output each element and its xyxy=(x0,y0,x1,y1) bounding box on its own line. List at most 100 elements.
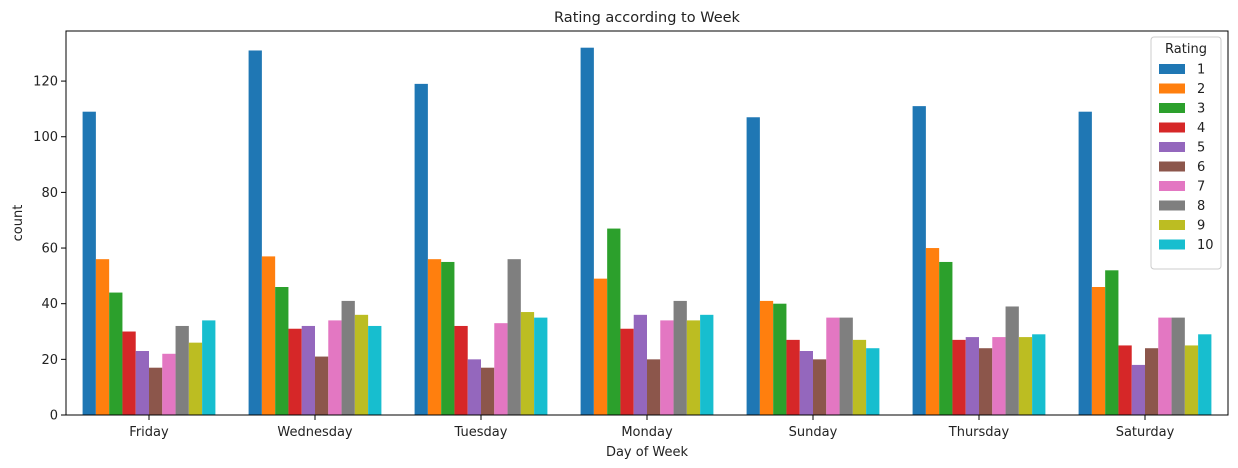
bar xyxy=(341,300,355,415)
legend-items: 1 2 3 4 5 6 7 8 9 10 xyxy=(1159,63,1214,253)
legend-swatch xyxy=(1159,64,1185,74)
bar xyxy=(454,325,468,415)
legend-swatch xyxy=(1159,142,1185,152)
bar xyxy=(248,50,262,415)
bar xyxy=(534,317,548,415)
bar xyxy=(633,314,647,415)
bar xyxy=(441,261,455,415)
bar xyxy=(607,228,621,415)
y-axis-label: count xyxy=(11,205,26,242)
bar xyxy=(593,278,608,415)
bar xyxy=(427,259,442,415)
bar xyxy=(95,259,110,415)
legend-swatch xyxy=(1159,122,1185,133)
bar xyxy=(939,261,953,415)
bar xyxy=(799,351,813,415)
y-axis: 0 20 40 60 80 100 120 xyxy=(33,75,66,424)
bar xyxy=(952,339,966,415)
bar xyxy=(1032,334,1046,415)
bar xyxy=(660,320,674,415)
bar xyxy=(315,356,329,415)
legend-swatch xyxy=(1159,161,1185,172)
bars xyxy=(82,47,1212,416)
bar xyxy=(481,367,495,415)
legend-label: 4 xyxy=(1197,121,1205,136)
bar xyxy=(467,359,481,415)
bar xyxy=(813,359,827,415)
bar xyxy=(354,314,369,415)
bar xyxy=(647,359,661,415)
bar xyxy=(162,353,176,415)
bar xyxy=(122,331,136,415)
x-axis-label: Day of Week xyxy=(606,445,689,460)
bar xyxy=(368,325,382,415)
legend-label: 1 xyxy=(1197,63,1205,78)
bar xyxy=(135,351,149,415)
bar xyxy=(686,320,701,415)
bar xyxy=(746,117,760,416)
legend: Rating 1 2 3 4 5 6 7 8 9 10 xyxy=(1150,36,1222,270)
bar xyxy=(1018,337,1033,415)
bar xyxy=(912,106,926,415)
plot-frame xyxy=(65,30,1229,416)
bar xyxy=(301,325,315,415)
legend-label: 7 xyxy=(1197,180,1205,195)
legend-frame xyxy=(1150,36,1222,270)
bar xyxy=(1118,345,1132,415)
bar xyxy=(965,337,979,415)
bar xyxy=(826,317,840,415)
bar xyxy=(773,303,787,415)
bar xyxy=(202,320,216,415)
bar xyxy=(507,259,521,415)
bar xyxy=(175,325,189,415)
bar xyxy=(759,300,774,415)
bar xyxy=(580,47,594,416)
bar xyxy=(1078,111,1092,416)
bar xyxy=(839,317,853,415)
legend-swatch xyxy=(1159,220,1185,230)
legend-swatch xyxy=(1159,239,1185,250)
bar xyxy=(1145,348,1159,415)
legend-label: 9 xyxy=(1197,219,1205,234)
bar xyxy=(992,337,1006,415)
bar xyxy=(852,339,867,415)
bar xyxy=(1091,287,1106,415)
bar xyxy=(786,339,800,415)
legend-swatch xyxy=(1159,181,1185,191)
x-tick-label: Tuesday xyxy=(454,425,508,440)
bar xyxy=(620,328,634,415)
y-tick-label: 40 xyxy=(41,297,58,312)
bar xyxy=(1005,306,1019,415)
bar xyxy=(1131,364,1145,415)
x-axis: Friday Wednesday Tuesday Monday Sunday Thursd… xyxy=(129,415,1175,440)
bar xyxy=(328,320,342,415)
legend-swatch xyxy=(1159,200,1185,211)
y-tick-label: 60 xyxy=(41,242,58,257)
legend-label: 10 xyxy=(1197,238,1214,253)
x-tick-label: Sunday xyxy=(789,425,838,440)
legend-label: 8 xyxy=(1197,199,1205,214)
x-tick-label: Wednesday xyxy=(277,425,353,440)
y-tick-label: 100 xyxy=(33,130,58,145)
bar xyxy=(1184,345,1199,415)
bar xyxy=(925,248,940,415)
legend-label: 6 xyxy=(1197,160,1205,175)
legend-title: Rating xyxy=(1165,42,1207,57)
y-tick-label: 20 xyxy=(41,353,58,368)
bar xyxy=(866,348,880,415)
bar xyxy=(673,300,687,415)
x-tick-label: Friday xyxy=(129,425,169,440)
bar xyxy=(1105,270,1119,415)
bar xyxy=(275,287,289,415)
bar xyxy=(979,348,993,415)
bar xyxy=(1158,317,1172,415)
chart-title: Rating according to Week xyxy=(554,10,740,26)
legend-label: 3 xyxy=(1197,102,1205,117)
legend-label: 2 xyxy=(1197,82,1205,97)
x-tick-label: Thursday xyxy=(948,425,1010,440)
legend-swatch xyxy=(1159,83,1185,94)
bar xyxy=(700,314,714,415)
legend-label: 5 xyxy=(1197,141,1205,156)
bar xyxy=(288,328,302,415)
